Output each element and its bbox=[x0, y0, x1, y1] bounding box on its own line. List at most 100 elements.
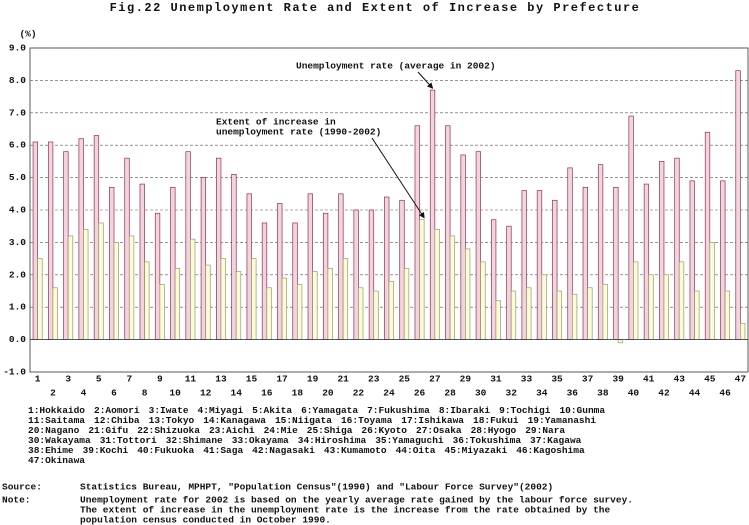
source-text: Statistics Bureau, MPHPT, "Population Ce… bbox=[80, 482, 553, 493]
bar bbox=[139, 183, 145, 340]
bar bbox=[674, 157, 680, 340]
x-tick-label: 43 bbox=[674, 374, 686, 385]
bar bbox=[144, 261, 150, 340]
x-tick-label: 40 bbox=[628, 388, 640, 399]
bar bbox=[460, 154, 466, 340]
x-tick-label: 35 bbox=[551, 374, 563, 385]
bar bbox=[37, 258, 43, 340]
bar bbox=[434, 229, 440, 340]
x-tick-label: 20 bbox=[322, 388, 334, 399]
bar bbox=[231, 174, 237, 340]
bar bbox=[342, 258, 349, 340]
prefecture-key-item: 14:Kanagawa bbox=[203, 415, 266, 426]
y-tick-label: 3.0 bbox=[9, 237, 26, 248]
prefecture-key-item: 19:Yamanashi bbox=[528, 415, 597, 426]
x-tick-label: 36 bbox=[567, 388, 579, 399]
bar bbox=[414, 125, 420, 340]
prefecture-key-item: 22:Shizuoka bbox=[137, 425, 200, 436]
bar bbox=[174, 267, 181, 340]
y-tick-label: 4.0 bbox=[9, 205, 26, 216]
bar bbox=[429, 89, 436, 340]
prefecture-key-item: 11:Saitama bbox=[28, 415, 85, 426]
bar bbox=[720, 180, 726, 340]
x-tick-label: 42 bbox=[658, 388, 670, 399]
bar bbox=[78, 138, 84, 340]
bar bbox=[648, 274, 654, 340]
bar bbox=[128, 235, 135, 340]
bar bbox=[475, 151, 482, 340]
bar bbox=[216, 157, 222, 340]
prefecture-key-item: 36:Tokushima bbox=[453, 435, 522, 446]
bar bbox=[521, 190, 527, 340]
prefecture-key-item: 39:Kochi bbox=[83, 445, 129, 456]
bar bbox=[689, 180, 695, 340]
prefecture-key-item: 45:Miyazaki bbox=[445, 445, 508, 456]
x-tick-label: 1 bbox=[35, 374, 41, 385]
prefecture-key-row: 20:Nagano 21:Gifu 22:Shizuoka 23:Aichi 24:Mi… bbox=[28, 425, 565, 436]
bar bbox=[83, 229, 89, 340]
bar bbox=[643, 183, 650, 340]
bar bbox=[281, 277, 287, 340]
x-tick-label: 3 bbox=[65, 374, 71, 385]
prefecture-key-item: 15:Niigata bbox=[275, 415, 332, 426]
bar bbox=[109, 186, 115, 340]
prefecture-key-row: 38:Ehime 39:Kochi 40:Fukuoka 41:Saga 42:Naga… bbox=[28, 445, 585, 456]
bar bbox=[338, 193, 344, 340]
bar bbox=[67, 235, 74, 340]
y-tick-label: 2.0 bbox=[9, 269, 26, 280]
prefecture-key-item: 32:Shimane bbox=[166, 435, 223, 446]
bar bbox=[388, 280, 394, 340]
note-line: Unemployment rate for 2002 is based on t… bbox=[80, 495, 633, 506]
x-tick-label: 39 bbox=[612, 374, 624, 385]
y-tick-label: 9.0 bbox=[9, 43, 26, 54]
bar bbox=[403, 267, 410, 340]
x-tick-label: 44 bbox=[689, 388, 701, 399]
bar bbox=[541, 274, 547, 340]
bar bbox=[113, 242, 119, 340]
prefecture-key-item: 3:Iwate bbox=[149, 405, 189, 416]
x-tick-label: 45 bbox=[704, 374, 716, 385]
bar bbox=[52, 287, 58, 340]
bar bbox=[628, 115, 634, 340]
prefecture-key-item: 2:Aomori bbox=[94, 405, 140, 416]
x-tick-label: 9 bbox=[157, 374, 163, 385]
prefecture-key-item: 6:Yamagata bbox=[301, 405, 358, 416]
prefecture-key-item: 17:Ishikawa bbox=[401, 415, 464, 426]
x-tick-label: 34 bbox=[536, 388, 548, 399]
chart-title: Fig.22 Unemployment Rate and Extent of I… bbox=[110, 1, 641, 15]
bar bbox=[190, 238, 196, 340]
bar bbox=[205, 264, 211, 340]
bar bbox=[613, 186, 619, 340]
bar bbox=[322, 212, 329, 340]
prefecture-key-item: 44:Oita bbox=[396, 445, 436, 456]
bar bbox=[567, 167, 573, 340]
bar bbox=[63, 151, 69, 340]
x-tick-label: 14 bbox=[231, 388, 243, 399]
bar bbox=[709, 242, 715, 340]
bar bbox=[445, 125, 451, 340]
prefecture-key-item: 23:Aichi bbox=[209, 425, 255, 436]
prefecture-key-item: 7:Fukushima bbox=[367, 405, 430, 416]
prefecture-key-item: 10:Gunma bbox=[559, 405, 605, 416]
bar bbox=[235, 271, 242, 340]
x-tick-label: 15 bbox=[246, 374, 258, 385]
x-tick-label: 13 bbox=[215, 374, 227, 385]
x-tick-label: 29 bbox=[460, 374, 472, 385]
bar bbox=[368, 209, 375, 340]
bar bbox=[659, 161, 665, 340]
x-tick-label: 28 bbox=[444, 388, 456, 399]
bar bbox=[552, 199, 558, 340]
x-tick-label: 32 bbox=[506, 388, 518, 399]
prefecture-key-item: 41:Saga bbox=[203, 445, 243, 456]
x-tick-label: 2 bbox=[50, 388, 56, 399]
bar bbox=[261, 222, 268, 340]
prefecture-key-item: 26:Kyoto bbox=[361, 425, 407, 436]
x-tick-label: 31 bbox=[490, 374, 502, 385]
bar bbox=[571, 293, 578, 340]
x-tick-label: 33 bbox=[521, 374, 533, 385]
bar bbox=[47, 141, 54, 340]
bar bbox=[506, 225, 512, 340]
bar bbox=[170, 186, 176, 340]
x-tick-label: 24 bbox=[383, 388, 395, 399]
